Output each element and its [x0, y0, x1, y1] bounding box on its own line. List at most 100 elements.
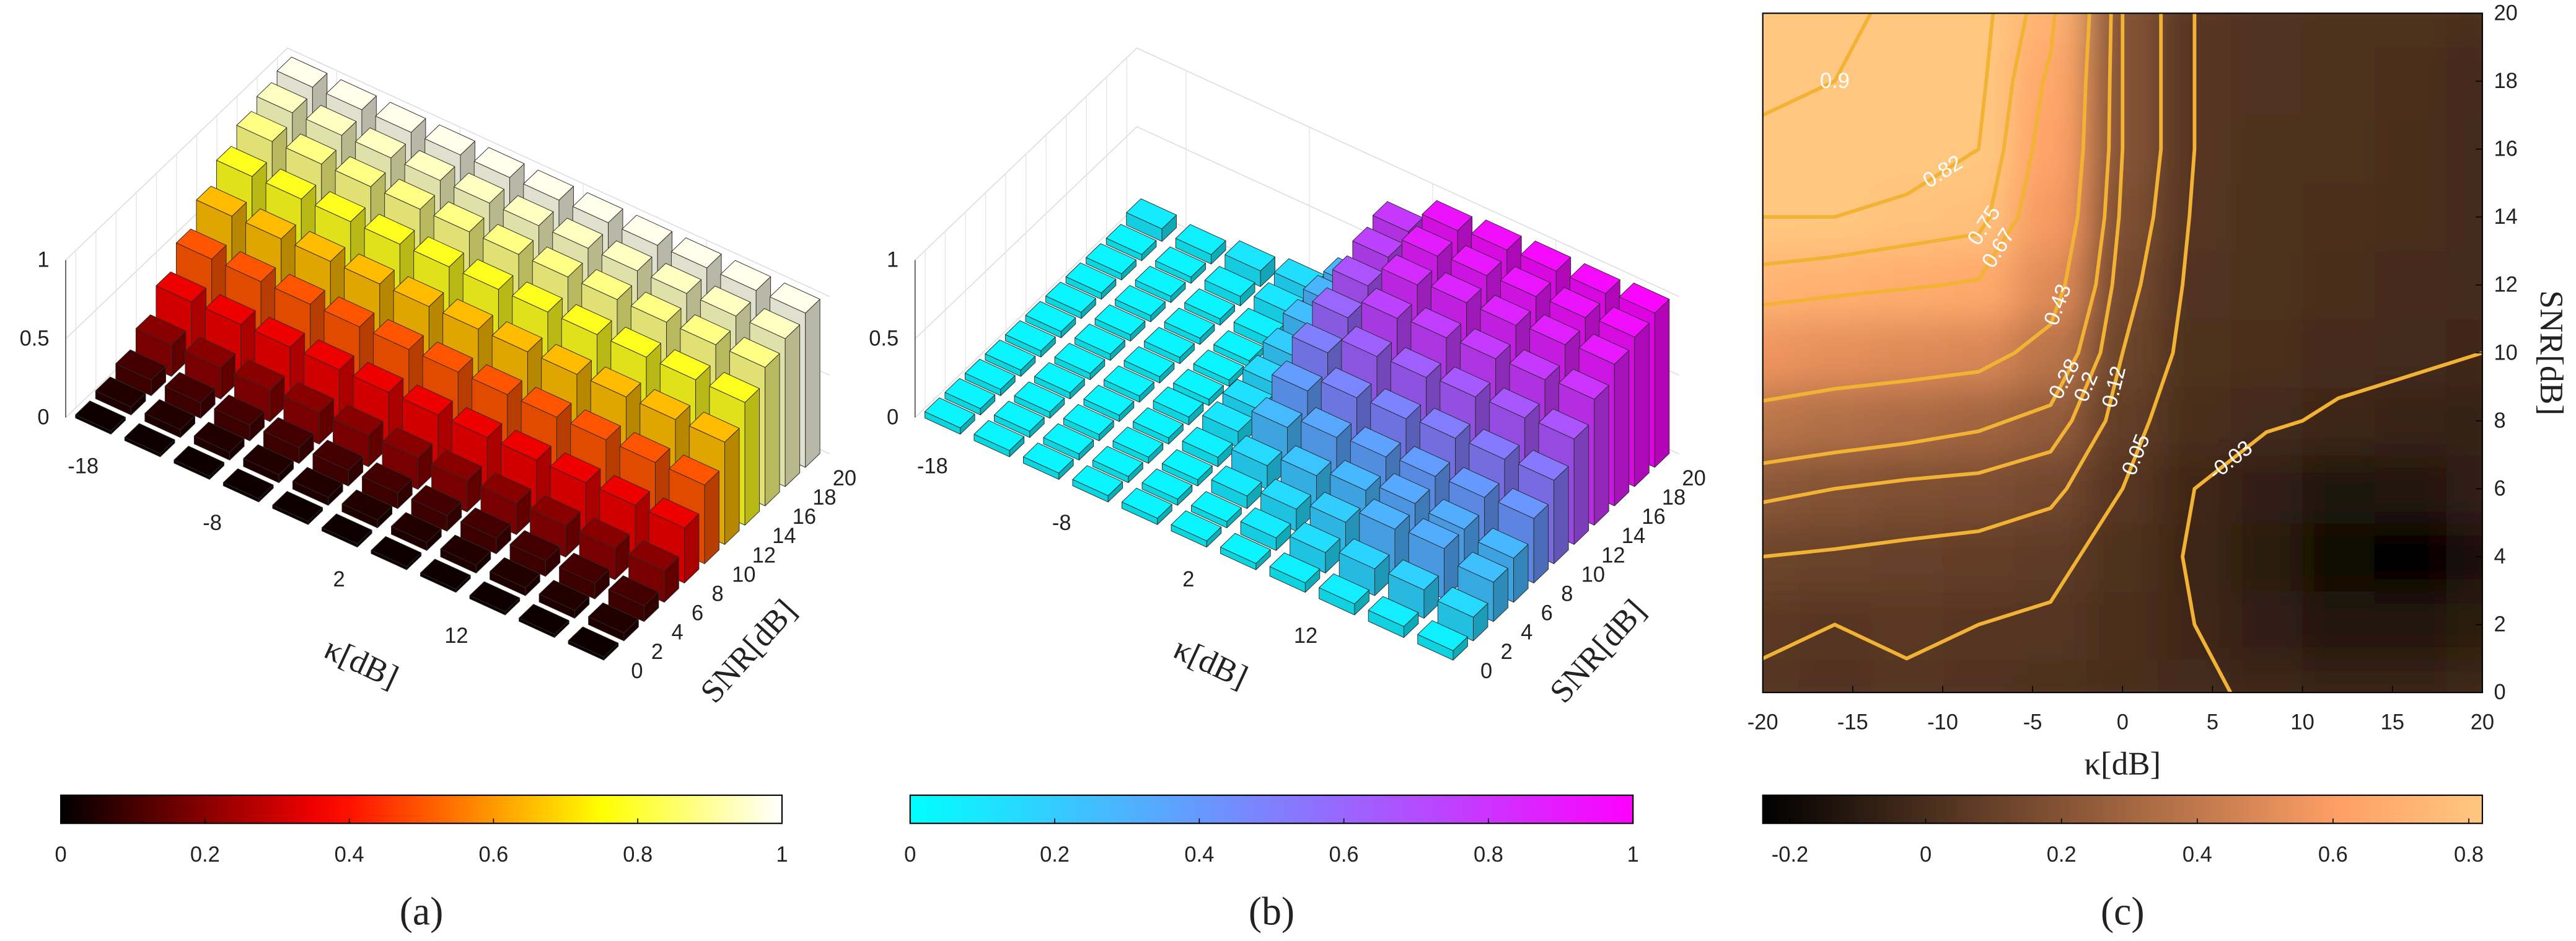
- bar: [1144, 327, 1195, 364]
- bar: [312, 440, 364, 487]
- bar-face: [1144, 327, 1195, 358]
- bar: [1319, 573, 1369, 616]
- bar-face: [1558, 368, 1609, 400]
- bar-face: [1570, 263, 1620, 294]
- bar-face: [1448, 467, 1500, 498]
- bar: [1126, 198, 1177, 242]
- bar: [1171, 510, 1222, 548]
- bar-face: [1437, 586, 1488, 618]
- bar: [1417, 620, 1468, 661]
- y-axis-label: SNR[dB]: [693, 592, 804, 710]
- bar: [1153, 386, 1204, 425]
- x-tick-label: -18: [68, 455, 99, 479]
- bar-face: [680, 314, 731, 345]
- contour-cell: [1798, 13, 1872, 48]
- bar-face: [1063, 404, 1114, 435]
- contour-cell: [2230, 387, 2303, 456]
- colorbar-tick-label: 1: [776, 843, 788, 867]
- bar-face: [1578, 334, 1630, 365]
- contour-cell: [2158, 183, 2231, 252]
- bar-face: [590, 366, 641, 397]
- bar-face: [333, 405, 384, 436]
- bar-face: [1480, 294, 1531, 326]
- bar-face: [1045, 281, 1096, 313]
- bar-face: [286, 133, 336, 165]
- contour-cell: [2302, 13, 2376, 48]
- bar-face: [1594, 385, 1609, 526]
- contour-line: [1762, 13, 2125, 505]
- bar-face: [570, 409, 621, 441]
- bar: [1063, 404, 1114, 441]
- bar-face: [1162, 449, 1213, 480]
- bar: [1184, 288, 1235, 326]
- bar-face: [729, 337, 780, 368]
- bar-face: [1014, 381, 1065, 413]
- bar-face: [1251, 397, 1303, 428]
- contour-cell: [1870, 658, 1944, 693]
- bar-face: [335, 156, 386, 187]
- bar: [509, 530, 561, 577]
- contour-cell: [1762, 454, 1800, 524]
- contour-cell: [2086, 590, 2160, 660]
- y-tick-label: 14: [1622, 524, 1645, 548]
- contour-cell: [2230, 183, 2303, 252]
- contour-cell: [2374, 454, 2448, 524]
- x-tick-label: -20: [1747, 710, 1778, 734]
- contour-cell: [2086, 387, 2160, 456]
- contour-cell: [1870, 47, 1944, 117]
- y-tick-label: 16: [2494, 137, 2517, 161]
- bar-face: [1175, 224, 1226, 255]
- bar-face: [964, 359, 1016, 390]
- bar-face: [503, 195, 554, 226]
- contour-cell: [1798, 250, 1872, 320]
- bar: [1211, 466, 1262, 509]
- contour-cell: [2158, 250, 2231, 320]
- bar-face: [491, 321, 543, 352]
- bar-face: [433, 201, 485, 232]
- bar-face: [462, 258, 514, 290]
- bar-face: [75, 400, 126, 431]
- bar: [1220, 532, 1271, 570]
- colorbar-tick-label: 0.8: [1474, 843, 1503, 867]
- bar: [214, 394, 265, 441]
- bar: [1231, 435, 1282, 490]
- bar-face: [1520, 241, 1572, 272]
- bar: [1086, 243, 1136, 281]
- bar-face: [501, 430, 552, 461]
- bar: [1094, 304, 1146, 342]
- contour-cell: [1870, 454, 1944, 524]
- contour-cell: [1762, 115, 1800, 184]
- contour-cell: [2230, 590, 2303, 660]
- bar-face: [225, 251, 276, 282]
- bar-face: [1408, 518, 1459, 549]
- colorbar: [1762, 794, 2483, 824]
- bar-face: [1104, 365, 1154, 397]
- bar-face: [724, 428, 740, 545]
- bar-face: [1339, 538, 1390, 570]
- bar-face: [622, 214, 672, 246]
- bar-face: [1153, 386, 1204, 418]
- bar-face: [559, 552, 610, 584]
- bar: [362, 462, 413, 509]
- bar-face: [1488, 387, 1540, 418]
- bar-face: [1379, 473, 1430, 504]
- bar-face: [1401, 226, 1453, 257]
- bar-face: [422, 342, 473, 373]
- contour-cell: [2446, 13, 2482, 48]
- y-tick-label: 2: [2494, 612, 2505, 636]
- bar-face: [257, 82, 307, 113]
- y-tick-label: 8: [1561, 582, 1573, 606]
- x-tick-label: -5: [2023, 710, 2042, 734]
- bar: [1054, 343, 1106, 380]
- bar-face: [402, 384, 453, 415]
- colorbar-tick-label: 0: [1920, 843, 1932, 867]
- bar-face: [362, 462, 413, 493]
- bar: [1269, 552, 1321, 593]
- bar-face: [124, 423, 175, 454]
- bar: [1202, 401, 1253, 448]
- bar-face: [272, 491, 323, 522]
- contour-cell: [2230, 319, 2303, 388]
- bar-face: [1309, 492, 1361, 523]
- contour-cell: [1762, 658, 1800, 693]
- bar-face: [993, 400, 1045, 432]
